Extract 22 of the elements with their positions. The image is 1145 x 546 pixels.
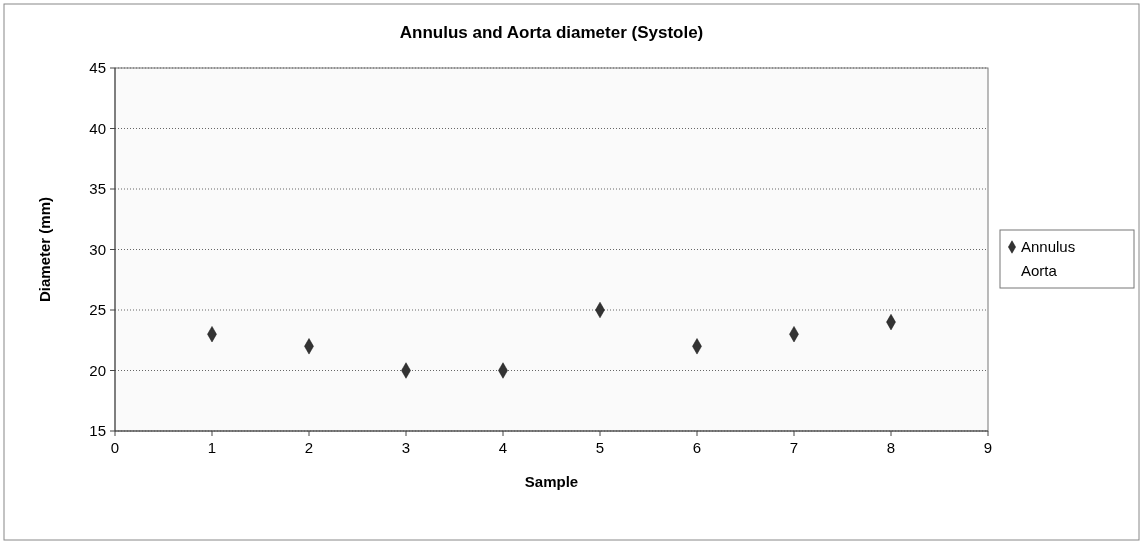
- x-tick-label: 4: [498, 439, 508, 456]
- x-tick-label: 6: [692, 439, 702, 456]
- chart-title: Annulus and Aorta diameter (Systole): [399, 23, 704, 42]
- x-tick-label: 1: [207, 439, 217, 456]
- y-tick-label: 40: [89, 119, 106, 137]
- text: Aorta: [1021, 262, 1058, 279]
- y-tick-label: 15: [89, 422, 106, 439]
- x-tick-label: 2: [304, 439, 314, 456]
- x-tick-label: 8: [886, 439, 896, 456]
- legend-label: Annulus: [1021, 238, 1076, 255]
- x-tick-label: 5: [595, 439, 605, 456]
- x-axis-title: Sample: [524, 473, 579, 490]
- y-tick-label: 45: [89, 59, 106, 76]
- y-tick-label: 20: [89, 361, 106, 379]
- y-tick-label: 25: [89, 301, 106, 318]
- x-tick-label: 3: [401, 439, 411, 456]
- y-tick-label: 30: [89, 240, 106, 258]
- y-tick-label: 35: [89, 180, 106, 197]
- x-tick-label: 7: [789, 439, 799, 456]
- x-tick-label: 0: [110, 439, 120, 456]
- y-axis-title: Diameter (mm): [36, 196, 53, 303]
- x-tick-label: 9: [983, 439, 993, 456]
